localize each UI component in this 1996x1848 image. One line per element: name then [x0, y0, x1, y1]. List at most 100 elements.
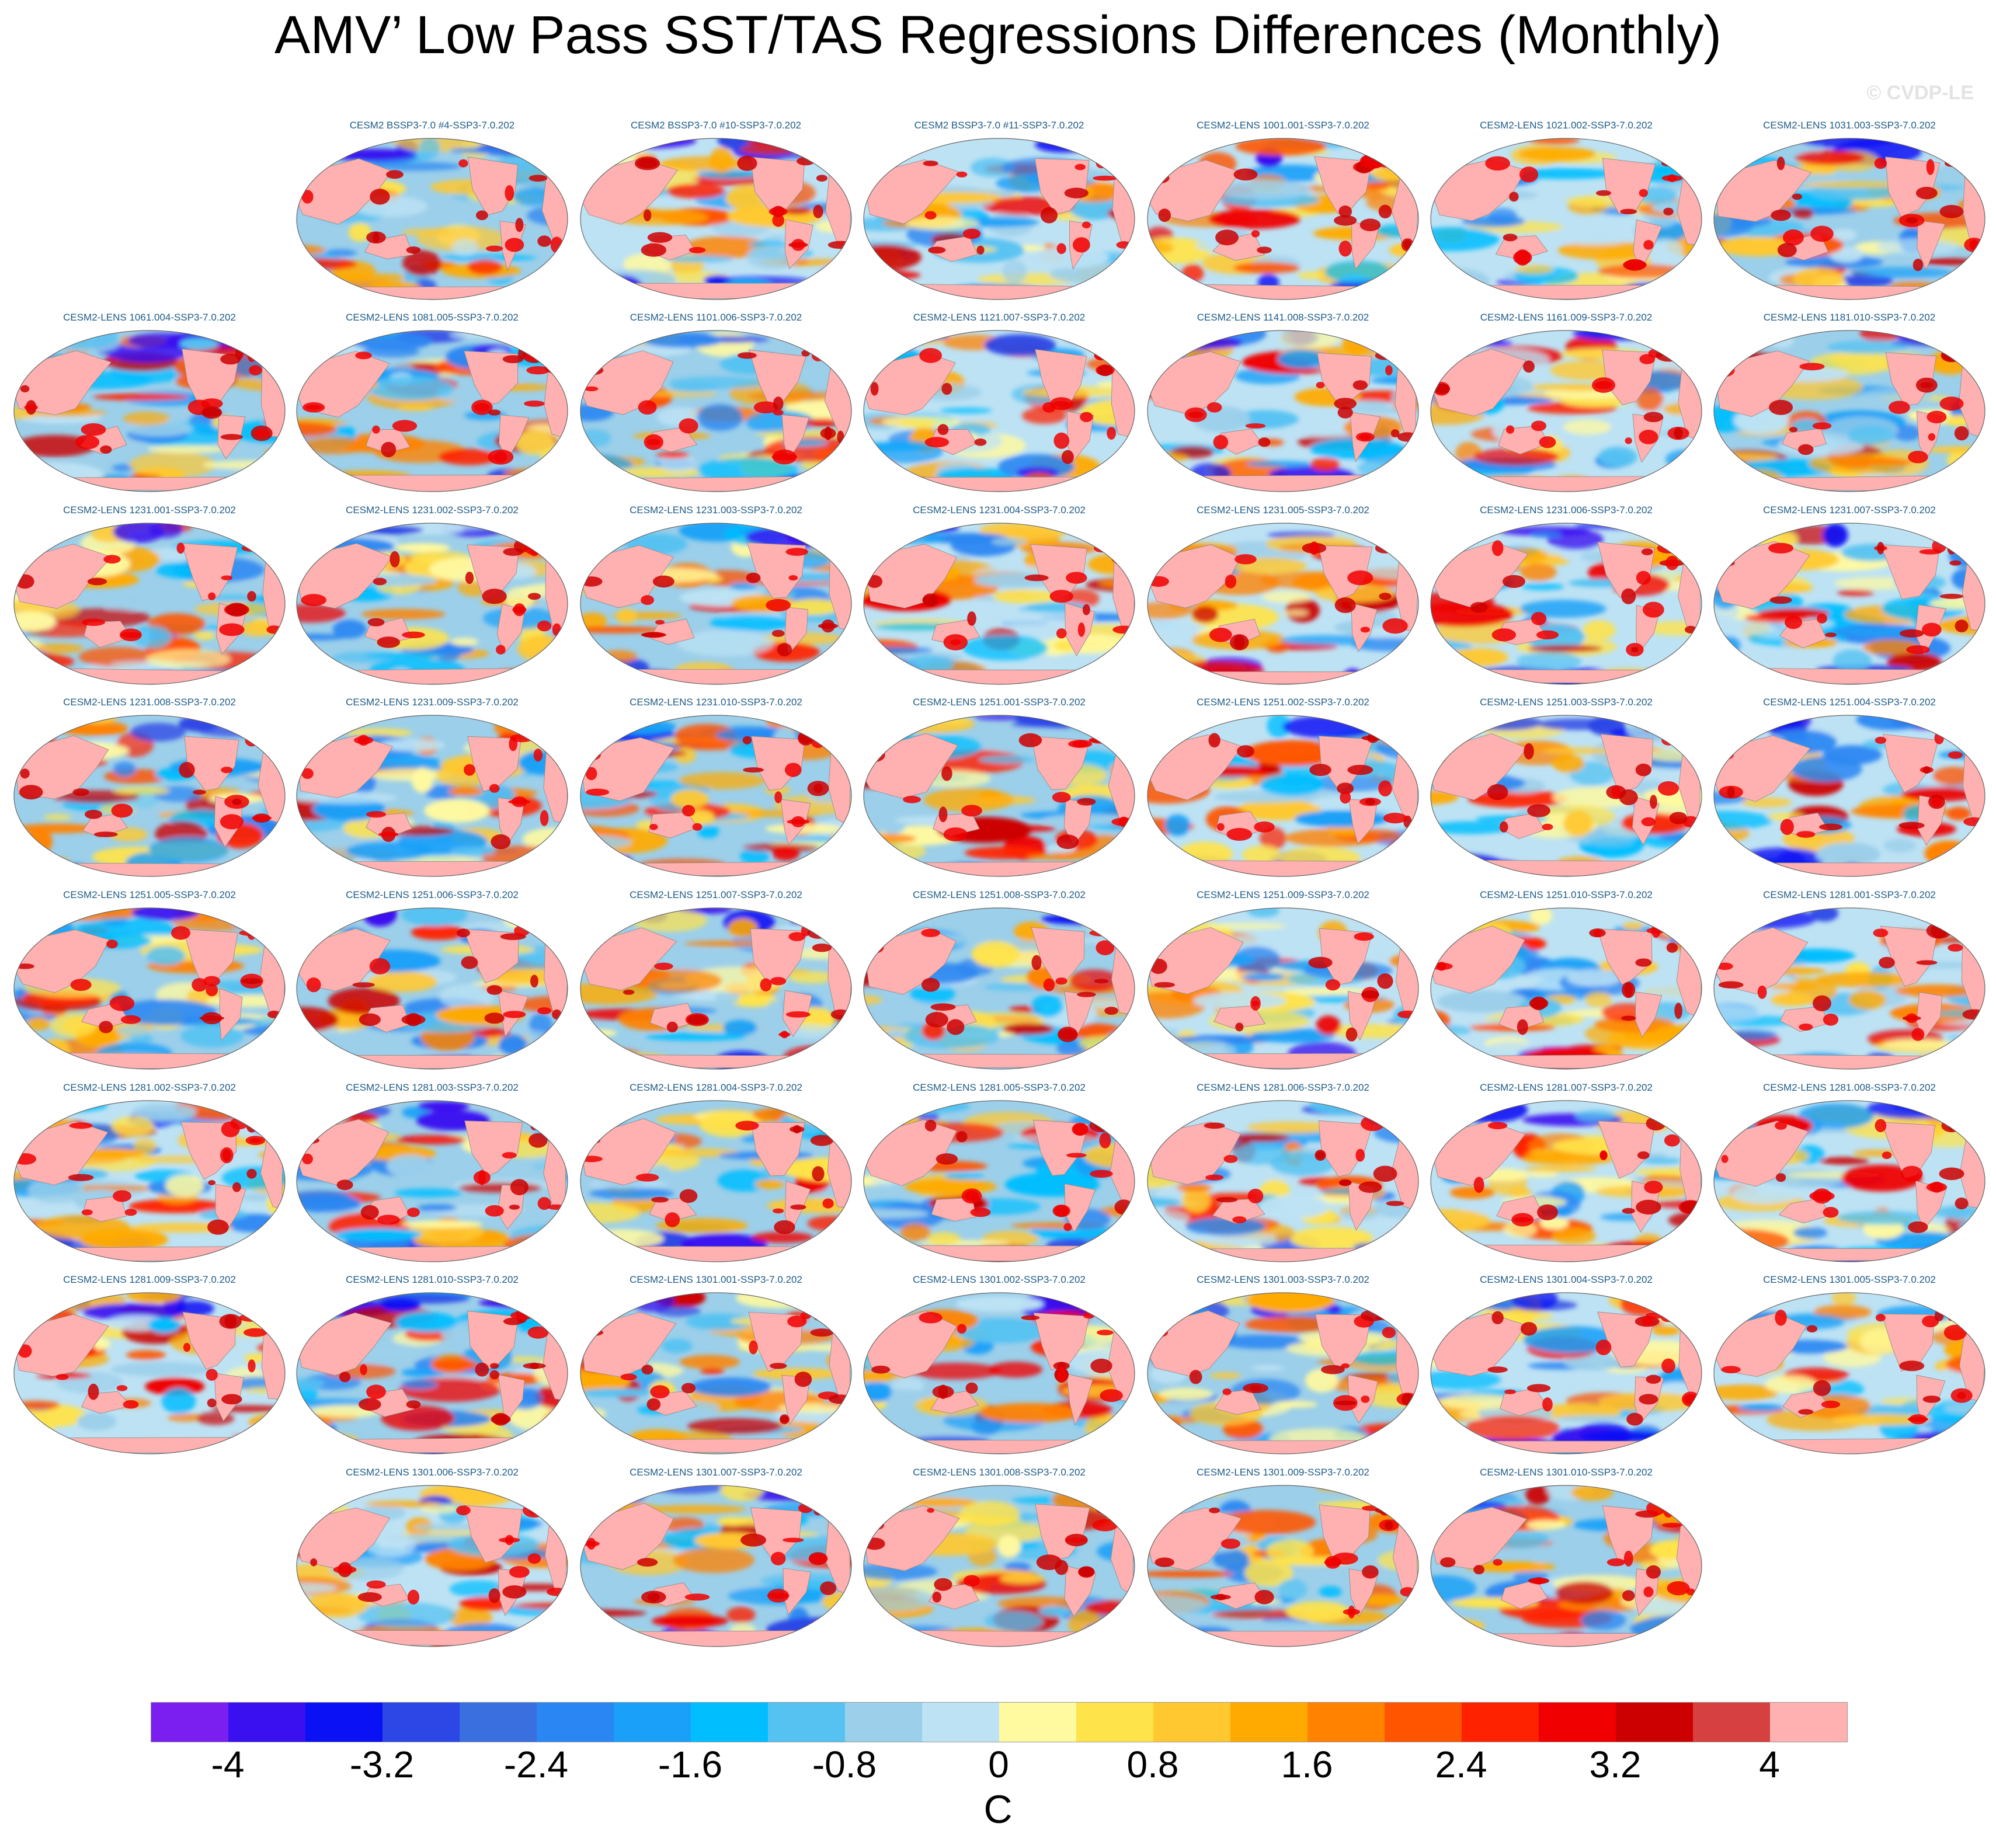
land-anomaly-patch [824, 426, 832, 440]
anomaly-contour [989, 1362, 1043, 1378]
land-anomaly-patch [1375, 351, 1396, 360]
land-anomaly-patch [1948, 751, 1963, 759]
land-anomaly-patch [587, 1623, 596, 1630]
map-border [296, 138, 568, 300]
anomaly-contour [1517, 651, 1582, 671]
anomaly-contour [1065, 330, 1135, 345]
land-anomaly-patch [812, 1166, 825, 1182]
regression-map [1147, 138, 1419, 300]
land-anomaly-patch [502, 355, 524, 363]
land-anomaly-patch [771, 629, 785, 637]
colorbar-swatch [537, 1703, 614, 1742]
land-anomaly-patch [489, 784, 500, 793]
land-anomaly-patch [1657, 542, 1680, 554]
regression-map [863, 523, 1135, 685]
anomaly-contour [1431, 1575, 1477, 1602]
land-anomaly-patch [266, 1057, 282, 1068]
panel-title: CESM2-LENS 1281.002-SSP3-7.0.202 [63, 1082, 236, 1093]
land-mass [648, 812, 698, 838]
anomaly-contour [1209, 1372, 1242, 1379]
land-anomaly-patch [932, 1385, 954, 1398]
anomaly-contour [1316, 1015, 1341, 1035]
land-anomaly-patch [1189, 1370, 1202, 1384]
map-border [296, 1292, 568, 1454]
anomaly-contour [964, 846, 1045, 859]
map-border [1147, 523, 1419, 685]
land-mass [525, 525, 546, 544]
anomaly-contour [593, 330, 634, 343]
land-anomaly-patch [1359, 218, 1381, 231]
land-anomaly-patch [509, 145, 530, 151]
panel-title: CESM2-LENS 1231.003-SSP3-7.0.202 [630, 504, 802, 516]
land-anomaly-patch [773, 409, 784, 416]
land-anomaly-patch [871, 1365, 891, 1374]
anomaly-contour [664, 255, 734, 263]
land-anomaly-patch [743, 767, 764, 773]
anomaly-contour [1181, 264, 1204, 283]
land-anomaly-patch [18, 1344, 32, 1358]
land-anomaly-patch [406, 246, 421, 254]
anomaly-contour [133, 1139, 157, 1154]
land-mass [526, 140, 546, 160]
map-panel: CESM2-LENS 1231.008-SSP3-7.0.202 [11, 697, 288, 882]
map-panel: CESM2-LENS 1231.009-SSP3-7.0.202 [293, 697, 571, 882]
anomaly-contour [900, 1254, 949, 1262]
land-anomaly-patch [270, 744, 279, 758]
anomaly-contour [899, 418, 937, 427]
land-anomaly-patch [1643, 144, 1664, 154]
land-anomaly-patch [924, 211, 937, 220]
land-anomaly-patch [1721, 1046, 1729, 1052]
anomaly-contour [971, 941, 1020, 968]
land-anomaly-patch [807, 927, 829, 939]
land-anomaly-patch [522, 1503, 547, 1518]
land-anomaly-patch [1081, 1294, 1092, 1311]
anomaly-contour [679, 772, 766, 789]
regression-map [863, 907, 1135, 1070]
anomaly-contour [232, 1432, 285, 1440]
regression-map [863, 1100, 1135, 1262]
land-anomaly-patch [1536, 630, 1559, 639]
land-anomaly-patch [1089, 1119, 1114, 1133]
anomaly-contour [114, 786, 170, 795]
land-anomaly-patch [1488, 1122, 1508, 1129]
land-anomaly-patch [1718, 1237, 1731, 1247]
anomaly-contour [1832, 649, 1872, 673]
anomaly-contour [1521, 583, 1564, 591]
land-anomaly-patch [525, 350, 544, 361]
land-anomaly-patch [1080, 412, 1093, 422]
anomaly-contour [714, 990, 740, 1005]
land-anomaly-patch [1646, 1374, 1661, 1384]
anomaly-contour [1147, 1197, 1181, 1207]
land-anomaly-patch [1184, 407, 1207, 422]
anomaly-contour [35, 1215, 130, 1240]
land-anomaly-patch [82, 618, 105, 626]
land-anomaly-patch [1721, 1155, 1729, 1163]
colorbar-tick-label: 2.4 [1435, 1743, 1487, 1786]
land-anomaly-patch [1431, 274, 1453, 285]
land-anomaly-patch [1347, 764, 1373, 775]
land-anomaly-patch [965, 1382, 978, 1394]
land-mass [527, 1105, 548, 1122]
land-anomaly-patch [406, 1400, 421, 1409]
land-anomaly-patch [1928, 433, 1936, 441]
land-anomaly-patch [1118, 1236, 1129, 1248]
map-panel: CESM2-LENS 1301.009-SSP3-7.0.202 [1144, 1467, 1422, 1652]
anomaly-contour [1815, 972, 1915, 987]
anomaly-contour [580, 1202, 641, 1223]
page-title: AMV’ Low Pass SST/TAS Regressions Differ… [274, 5, 1722, 65]
anomaly-contour [864, 995, 883, 1005]
panel-title: CESM2-LENS 1281.006-SSP3-7.0.202 [1197, 1082, 1369, 1093]
anomaly-contour [131, 1223, 233, 1233]
land-anomaly-patch [587, 1537, 596, 1550]
anomaly-contour [1792, 207, 1814, 219]
land-anomaly-patch [773, 396, 784, 411]
land-anomaly-patch [1621, 1015, 1636, 1021]
panel-title: CESM2-LENS 1231.006-SSP3-7.0.202 [1480, 504, 1653, 516]
land-anomaly-patch [1491, 540, 1504, 556]
anomaly-contour [1382, 1240, 1418, 1262]
land-anomaly-patch [510, 1311, 534, 1320]
anomaly-contour [297, 604, 346, 623]
anomaly-contour [1971, 724, 1985, 747]
land-mass [297, 1245, 568, 1262]
anomaly-contour [1431, 1485, 1454, 1496]
